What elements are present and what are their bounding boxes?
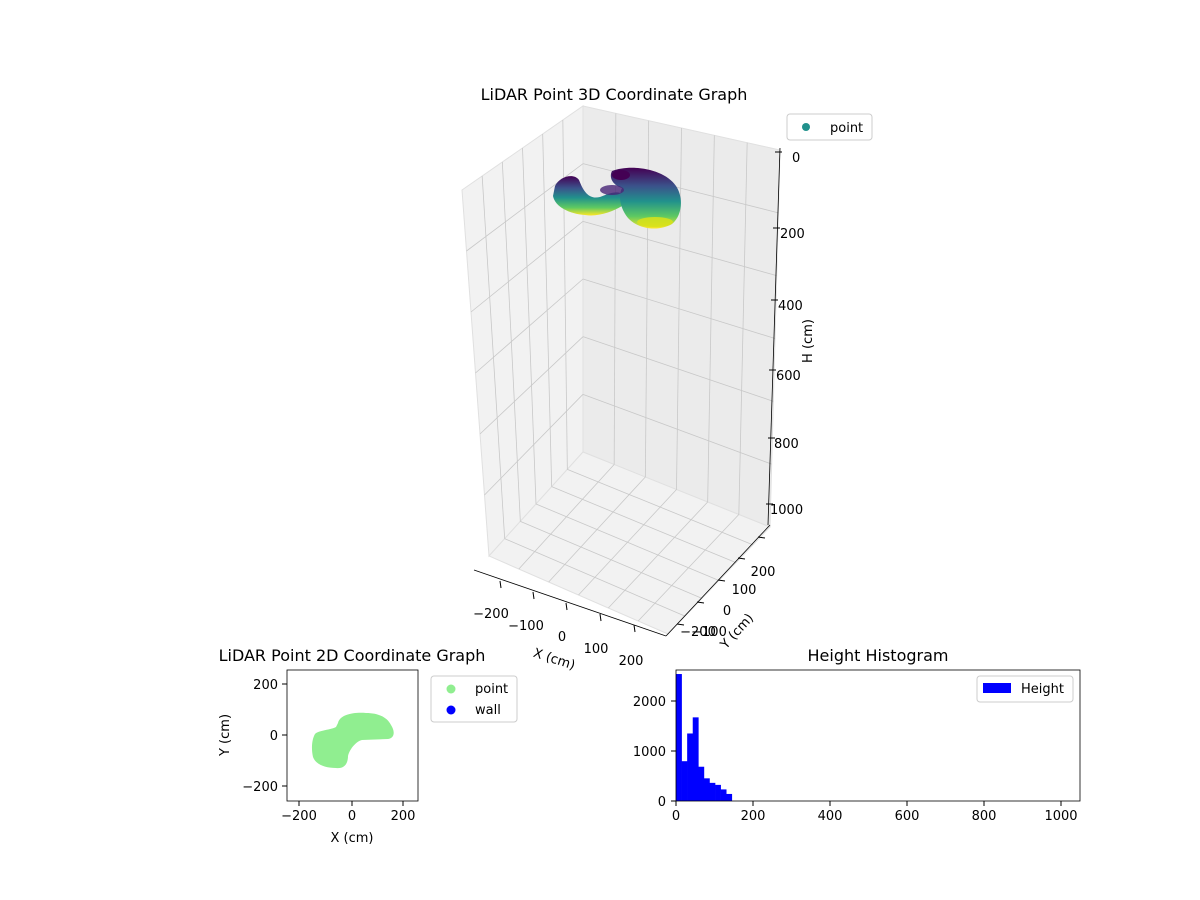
histogram-bar — [681, 761, 688, 801]
x-tick-label: 800 — [972, 809, 997, 824]
y-tick-label: 100 — [732, 583, 757, 598]
legend-histogram: Height — [976, 675, 1074, 703]
x-axis-label: X (cm) — [331, 831, 374, 846]
y-axis-label: Y (cm) — [218, 714, 233, 757]
histogram-title: Height Histogram — [808, 646, 949, 665]
x-tick-label: −100 — [508, 619, 544, 634]
y-tick-label: −200 — [680, 625, 716, 640]
grid-line — [470, 221, 584, 313]
histogram-bar — [726, 793, 733, 801]
grid-line — [582, 278, 776, 339]
y-tick-label: −200 — [242, 780, 278, 795]
x-axis-label: X (cm) — [531, 646, 577, 674]
y-tick-label: 1000 — [633, 745, 666, 760]
x-tick — [599, 613, 602, 622]
cloud-arm — [553, 176, 624, 216]
legend-frame — [786, 113, 873, 141]
grid-line — [582, 220, 777, 277]
z-tick-label: 800 — [774, 437, 799, 452]
histogram-bar — [720, 789, 727, 801]
chart-3d: LiDAR Point 3D Coordinate Graph −200 −10… — [461, 85, 873, 674]
x-tick — [532, 591, 535, 600]
cloud-ridge — [600, 185, 624, 195]
point-cloud-3d — [553, 167, 681, 229]
x-tick-label: 0 — [348, 809, 356, 824]
legend-frame — [976, 675, 1074, 703]
histogram-bar — [709, 782, 716, 801]
x-tick-label: 200 — [391, 809, 416, 824]
y-tick — [717, 579, 726, 582]
y-tick-label: 0 — [723, 604, 731, 619]
legend-label-wall: wall — [475, 703, 501, 718]
z-tick-label: 0 — [792, 151, 800, 166]
y-tick — [676, 623, 685, 626]
x-tick-label: 600 — [895, 809, 920, 824]
histogram-bars — [676, 674, 733, 801]
z-axis-line — [767, 147, 781, 526]
cloud-top — [612, 170, 630, 180]
x-tick — [633, 624, 636, 633]
histogram-bar — [692, 717, 699, 801]
x-tick-label: 200 — [619, 654, 644, 669]
y-tick — [696, 601, 705, 604]
grid-line — [479, 336, 584, 435]
x-tick-label: 0 — [672, 809, 680, 824]
point-region-shape — [311, 712, 394, 769]
chart-3d-title: LiDAR Point 3D Coordinate Graph — [481, 85, 748, 104]
histogram-bar — [698, 766, 705, 801]
legend-label-point: point — [830, 121, 863, 136]
histogram-bar — [676, 674, 682, 801]
z-tick-label: 1000 — [770, 503, 803, 518]
legend-2d: point wall — [430, 675, 518, 723]
y-tick-label: 200 — [751, 565, 776, 580]
x-tick-label: −200 — [281, 809, 317, 824]
histogram-frame — [675, 669, 1081, 802]
chart-2d: LiDAR Point 2D Coordinate Graph −200 0 2… — [218, 646, 518, 846]
legend-marker-point — [446, 684, 456, 694]
legend-marker-wall — [446, 705, 456, 715]
y-tick — [757, 536, 766, 539]
histogram-bar — [687, 733, 694, 801]
chart-2d-title: LiDAR Point 2D Coordinate Graph — [219, 646, 486, 665]
legend-marker-point — [802, 123, 810, 131]
legend-swatch-height — [983, 683, 1011, 693]
x-tick — [565, 602, 568, 611]
legend-3d: point — [786, 113, 873, 141]
z-tick-label: 200 — [780, 227, 805, 242]
y-tick-label: 2000 — [633, 695, 666, 710]
grid-line — [582, 336, 774, 402]
x-tick-label: −200 — [473, 607, 509, 622]
point-region — [311, 712, 394, 769]
legend-label-height: Height — [1021, 682, 1064, 697]
x-tick-label: 200 — [741, 809, 766, 824]
cloud-base — [637, 217, 673, 227]
x-tick-label: 0 — [558, 630, 566, 645]
grid-line — [484, 394, 584, 496]
grid-line — [475, 278, 584, 374]
histogram-bar — [703, 778, 710, 801]
y-tick — [737, 557, 746, 560]
y-tick-label: 0 — [658, 795, 666, 810]
y-tick-label: 0 — [270, 729, 278, 744]
cloud-body — [610, 167, 681, 229]
grid-line — [582, 393, 772, 465]
legend-label-point: point — [475, 682, 508, 697]
x-tick-label: 400 — [818, 809, 843, 824]
x-tick — [499, 580, 502, 589]
grid-line — [637, 514, 740, 622]
histogram-bar — [715, 784, 721, 801]
y-tick-label: −100 — [691, 625, 727, 640]
x-tick-label: 100 — [584, 642, 609, 657]
x-tick-label: 1000 — [1044, 809, 1077, 824]
z-tick-label: 600 — [776, 369, 801, 384]
z-tick-label: 400 — [778, 299, 803, 314]
y-tick-label: 200 — [253, 678, 278, 693]
chart-histogram: Height Histogram 0 200 400 600 800 1000 … — [633, 646, 1081, 824]
z-axis-label: H (cm) — [801, 319, 816, 363]
